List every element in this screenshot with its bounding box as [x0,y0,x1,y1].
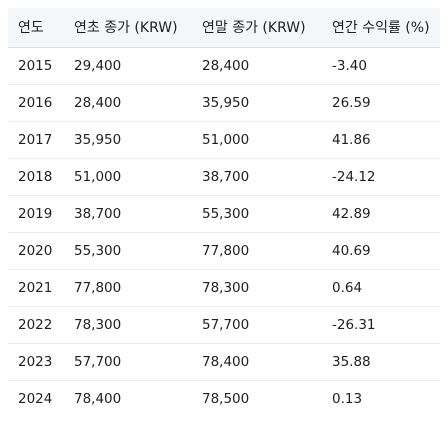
cell-open-price: 78,300 [64,306,192,344]
annual-returns-table-container: 연도 연초 종가 (KRW) 연말 종가 (KRW) 연간 수익률 (%) 20… [8,8,440,417]
header-row: 연도 연초 종가 (KRW) 연말 종가 (KRW) 연간 수익률 (%) [8,8,440,48]
cell-close-price: 55,300 [192,195,322,233]
cell-year: 2015 [8,47,64,85]
cell-open-price: 28,400 [64,84,192,122]
cell-open-price: 29,400 [64,47,192,85]
cell-close-price: 38,700 [192,158,322,196]
cell-year: 2023 [8,343,64,381]
annual-returns-table: 연도 연초 종가 (KRW) 연말 종가 (KRW) 연간 수익률 (%) 20… [8,8,440,417]
cell-close-price: 35,950 [192,84,322,122]
cell-return: 0.64 [322,269,440,307]
cell-return: -24.12 [322,158,440,196]
cell-return: 42.89 [322,195,440,233]
header-year: 연도 [8,8,64,48]
cell-return: 41.86 [322,121,440,159]
table-header: 연도 연초 종가 (KRW) 연말 종가 (KRW) 연간 수익률 (%) [8,8,440,48]
table-row: 2017 35,950 51,000 41.86 [8,121,440,159]
header-year-end-close-price: 연말 종가 (KRW) [192,8,322,48]
cell-year: 2022 [8,306,64,344]
table-row: 2020 55,300 77,800 40.69 [8,232,440,270]
cell-open-price: 78,400 [74,390,122,407]
cell-return: 40.69 [322,232,440,270]
cell-year: 2018 [8,158,64,196]
cell-return: 0.13 [332,390,363,407]
cell-close-price: 78,400 [192,343,322,381]
cell-year: 2017 [8,121,64,159]
table-row: 2015 29,400 28,400 -3.40 [8,47,440,85]
cell-year: 2020 [8,232,64,270]
table-row: 2016 28,400 35,950 26.59 [8,84,440,122]
cell-open-price: 57,700 [64,343,192,381]
cell-open-price: 55,300 [64,232,192,270]
cell-close-price: 51,000 [192,121,322,159]
cell-open-price: 77,800 [64,269,192,307]
header-annual-return: 연간 수익률 (%) [322,8,440,48]
table-row: 2024 78,400 78,500 0.13 [8,380,440,417]
table-row: 2023 57,700 78,400 35.88 [8,343,440,381]
cell-close-price: 57,700 [192,306,322,344]
cell-open-price: 38,700 [64,195,192,233]
cell-year: 2019 [8,195,64,233]
table-row: 2021 77,800 78,300 0.64 [8,269,440,307]
cell-year: 2016 [8,84,64,122]
cell-return: 35.88 [322,343,440,381]
cell-close-price: 78,300 [192,269,322,307]
table-row: 2022 78,300 57,700 -26.31 [8,306,440,344]
cell-close-price: 78,500 [202,390,250,407]
cell-return: -26.31 [322,306,440,344]
cell-open-price: 35,950 [64,121,192,159]
header-open-close-price: 연초 종가 (KRW) [64,8,192,48]
cell-close-price: 77,800 [192,232,322,270]
table-body: 2015 29,400 28,400 -3.40 2016 28,400 35,… [8,47,440,417]
cell-year: 2021 [8,269,64,307]
cell-return: -3.40 [322,47,440,85]
table-row: 2018 51,000 38,700 -24.12 [8,158,440,196]
cell-close-price: 28,400 [192,47,322,85]
cell-open-price: 51,000 [64,158,192,196]
table-row: 2019 38,700 55,300 42.89 [8,195,440,233]
cell-year: 2024 [18,390,53,407]
cell-return: 26.59 [322,84,440,122]
